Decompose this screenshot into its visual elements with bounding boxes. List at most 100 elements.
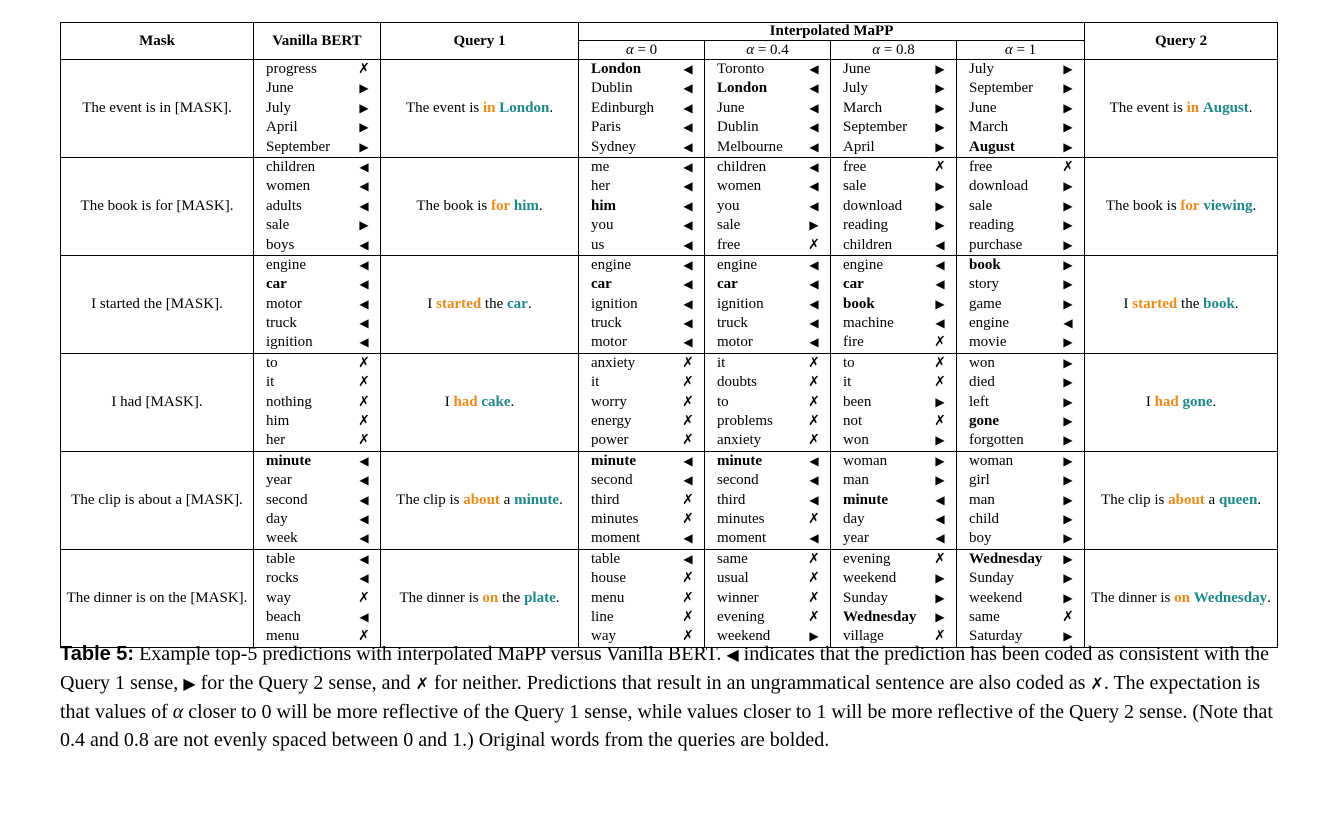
q1-sense-icon: ◀ [809, 296, 819, 311]
prediction-item: March ▶ [831, 99, 956, 118]
prediction-item: minute ◀ [831, 491, 956, 510]
query-part: The dinner is [1091, 589, 1175, 606]
prediction-word: sale [969, 197, 993, 214]
q1-sense-icon: ◀ [809, 120, 819, 135]
query-part: Wednesday [1193, 589, 1268, 606]
q1-sense-icon: ◀ [809, 492, 819, 507]
prediction-item: Sunday ▶ [957, 569, 1084, 588]
prediction-word: second [717, 472, 759, 489]
prediction-word: girl [969, 472, 990, 489]
query-1-cell: The clip is about a minute. [380, 450, 579, 550]
query-part: . [538, 197, 543, 214]
query-part: about [463, 491, 500, 508]
query-part: the [498, 589, 525, 606]
prediction-word: movie [969, 334, 1007, 351]
q1-sense-icon: ◀ [359, 316, 369, 331]
prediction-item: gone ▶ [957, 412, 1084, 431]
prediction-word: line [591, 608, 614, 625]
q1-sense-icon: ◀ [359, 277, 369, 292]
query-part: for [490, 197, 511, 214]
query-part: in [1186, 99, 1200, 116]
prediction-cell: woman ▶ girl ▶ man ▶ child ▶ boy ▶ [955, 450, 1086, 550]
prediction-word: download [969, 178, 1029, 195]
prediction-list: minute ◀ second ◀ third ✗ minutes ✗ moment ◀ [579, 452, 704, 549]
query-part: . [559, 491, 563, 508]
prediction-word: reading [969, 217, 1014, 234]
q1-sense-icon: ◀ [359, 296, 369, 311]
prediction-word: me [591, 158, 610, 175]
neither-icon: ✗ [934, 334, 946, 351]
query-part: . [549, 99, 554, 116]
table-row: The event is in [MASK]. progress ✗ June ▶ Jul… [60, 59, 1279, 158]
prediction-item: June ▶ [831, 60, 956, 79]
prediction-item: July ▶ [254, 99, 380, 118]
neither-icon: ✗ [1062, 608, 1074, 625]
prediction-word: engine [266, 256, 306, 273]
prediction-word: to [843, 354, 855, 371]
prediction-item: story ▶ [957, 275, 1084, 294]
query-part: viewing [1203, 197, 1253, 214]
alpha-symbol: α [172, 701, 184, 723]
prediction-word: September [843, 119, 908, 136]
query-part: book [1203, 295, 1235, 312]
prediction-item: children ◀ [254, 158, 380, 177]
prediction-item: engine ◀ [579, 256, 704, 275]
caption-text-2: indicates that the prediction has been c… [60, 643, 1270, 694]
prediction-cell: London ◀ Dublin ◀ Edinburgh ◀ Paris ◀ Sydney ◀ [578, 59, 705, 158]
prediction-cell: same ✗ usual ✗ winner ✗ evening ✗ weekend ▶ [704, 548, 831, 648]
prediction-list: minute ◀ second ◀ third ◀ minutes ✗ moment ◀ [705, 452, 830, 549]
prediction-item: second ◀ [579, 471, 704, 490]
neither-icon: ✗ [808, 413, 820, 430]
prediction-word: winner [717, 589, 759, 606]
prediction-word: Wednesday [843, 608, 917, 625]
q1-sense-icon: ◀ [935, 237, 945, 252]
prediction-item: minutes ✗ [579, 510, 704, 529]
prediction-word: car [843, 276, 864, 293]
prediction-item: Saturday ▶ [957, 627, 1084, 646]
prediction-word: boys [266, 236, 295, 253]
neither-icon: ✗ [682, 393, 694, 410]
mask-cell: The dinner is on the [MASK]. [60, 548, 254, 648]
alpha-symbol: α [625, 41, 634, 58]
prediction-item: woman ▶ [957, 452, 1084, 471]
prediction-word: third [717, 491, 746, 508]
prediction-word: March [969, 119, 1009, 136]
prediction-word: third [591, 491, 620, 508]
prediction-item: nothing ✗ [254, 393, 380, 412]
query-part: The dinner is [399, 589, 483, 606]
prediction-list: engine ◀ car ◀ ignition ◀ truck ◀ motor ◀ [705, 256, 830, 353]
prediction-word: Paris [591, 119, 621, 136]
prediction-word: ignition [591, 295, 638, 312]
prediction-word: second [266, 491, 308, 508]
prediction-item: engine ◀ [957, 314, 1084, 333]
prediction-word: rocks [266, 570, 299, 587]
prediction-item: sale ▶ [254, 216, 380, 235]
prediction-cell: engine ◀ car ◀ ignition ◀ truck ◀ motor ◀ [578, 254, 705, 354]
prediction-word: motor [591, 334, 627, 351]
q1-sense-icon: ◀ [683, 473, 693, 488]
prediction-word: September [969, 80, 1034, 97]
prediction-list: same ✗ usual ✗ winner ✗ evening ✗ weekend ▶ [705, 550, 830, 647]
q1-sense-icon: ◀ [359, 473, 369, 488]
q1-sense-icon: ◀ [683, 257, 693, 272]
prediction-item: July ▶ [831, 79, 956, 98]
prediction-word: way [266, 589, 291, 606]
prediction-item: ignition ◀ [254, 333, 380, 352]
prediction-word: purchase [969, 236, 1023, 253]
neither-icon: ✗ [358, 628, 370, 645]
header-alpha-1: α = 0.4 [704, 40, 831, 60]
prediction-item: second ◀ [254, 491, 380, 510]
prediction-item: truck ◀ [705, 314, 830, 333]
neither-icon: ✗ [808, 374, 820, 391]
prediction-item: moment ◀ [579, 529, 704, 548]
q1-sense-icon: ◀ [683, 531, 693, 546]
prediction-item: table ◀ [579, 550, 704, 569]
prediction-item: me ◀ [579, 158, 704, 177]
q1-sense-icon: ◀ [359, 335, 369, 350]
neither-icon: ✗ [808, 432, 820, 449]
mask-cell: The clip is about a [MASK]. [60, 450, 254, 550]
prediction-word: year [843, 530, 869, 547]
prediction-item: motor ◀ [254, 295, 380, 314]
prediction-list: engine ◀ car ◀ ignition ◀ truck ◀ motor ◀ [579, 256, 704, 353]
q2-sense-icon: ▶ [1063, 218, 1073, 233]
